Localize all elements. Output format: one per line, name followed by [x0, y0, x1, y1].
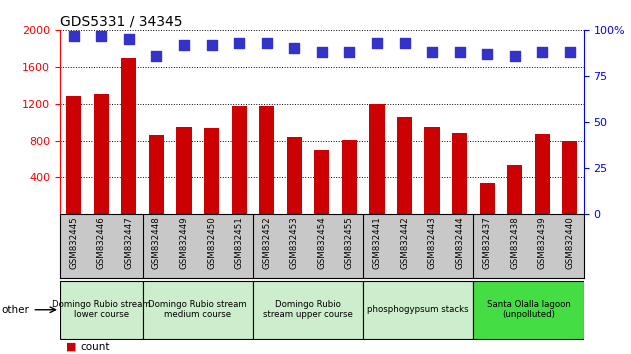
Point	[372, 40, 382, 46]
Point	[537, 49, 547, 55]
Bar	[204, 128, 219, 214]
Bar	[562, 141, 577, 214]
Bar	[507, 165, 522, 214]
Text: GSM832437: GSM832437	[483, 216, 492, 269]
Bar	[286, 137, 302, 214]
Text: GSM832442: GSM832442	[400, 216, 409, 269]
Point	[345, 49, 355, 55]
Point	[206, 42, 216, 48]
Text: Domingo Rubio stream
lower course: Domingo Rubio stream lower course	[52, 300, 151, 319]
Text: count: count	[80, 342, 110, 352]
Point	[510, 53, 520, 59]
Text: GSM832448: GSM832448	[152, 216, 161, 269]
Text: GSM832443: GSM832443	[428, 216, 437, 269]
Point	[97, 33, 107, 39]
Bar	[480, 183, 495, 214]
FancyBboxPatch shape	[143, 281, 253, 339]
Point	[317, 49, 327, 55]
FancyBboxPatch shape	[253, 281, 363, 339]
Point	[234, 40, 244, 46]
Point	[454, 49, 464, 55]
FancyBboxPatch shape	[60, 281, 143, 339]
Bar	[369, 104, 384, 214]
FancyBboxPatch shape	[473, 281, 584, 339]
Text: Domingo Rubio
stream upper course: Domingo Rubio stream upper course	[263, 300, 353, 319]
Bar	[259, 106, 274, 214]
Text: GSM832438: GSM832438	[510, 216, 519, 269]
Point	[262, 40, 272, 46]
Text: GSM832447: GSM832447	[124, 216, 133, 269]
Bar	[149, 135, 164, 214]
Text: GSM832445: GSM832445	[69, 216, 78, 269]
Point	[427, 49, 437, 55]
Text: GSM832446: GSM832446	[97, 216, 106, 269]
Text: GSM832451: GSM832451	[235, 216, 244, 269]
Text: GSM832453: GSM832453	[290, 216, 298, 269]
Point	[399, 40, 410, 46]
Bar	[425, 127, 440, 214]
Bar	[342, 139, 357, 214]
Bar	[121, 58, 136, 214]
Text: GDS5331 / 34345: GDS5331 / 34345	[60, 14, 182, 28]
Bar	[94, 93, 109, 214]
Text: GSM832441: GSM832441	[372, 216, 381, 269]
Bar	[452, 133, 467, 214]
Bar	[534, 134, 550, 214]
Text: other: other	[1, 305, 29, 315]
Point	[179, 42, 189, 48]
FancyBboxPatch shape	[363, 281, 473, 339]
Bar	[397, 116, 412, 214]
Text: GSM832454: GSM832454	[317, 216, 326, 269]
Bar	[232, 105, 247, 214]
Text: ■: ■	[66, 342, 77, 352]
Text: GSM832449: GSM832449	[179, 216, 189, 269]
Point	[151, 53, 162, 59]
Text: GSM832440: GSM832440	[565, 216, 574, 269]
Text: GSM832450: GSM832450	[207, 216, 216, 269]
Text: GSM832452: GSM832452	[262, 216, 271, 269]
Bar	[177, 127, 192, 214]
Point	[289, 46, 299, 51]
Text: phosphogypsum stacks: phosphogypsum stacks	[367, 305, 469, 314]
Text: Santa Olalla lagoon
(unpolluted): Santa Olalla lagoon (unpolluted)	[487, 300, 570, 319]
Bar	[314, 150, 329, 214]
Text: GSM832444: GSM832444	[455, 216, 464, 269]
Point	[124, 36, 134, 42]
Point	[482, 51, 492, 57]
Text: GSM832455: GSM832455	[345, 216, 354, 269]
Text: Domingo Rubio stream
medium course: Domingo Rubio stream medium course	[148, 300, 247, 319]
Text: GSM832439: GSM832439	[538, 216, 547, 269]
Point	[565, 49, 575, 55]
Bar	[66, 96, 81, 214]
Point	[69, 33, 79, 39]
